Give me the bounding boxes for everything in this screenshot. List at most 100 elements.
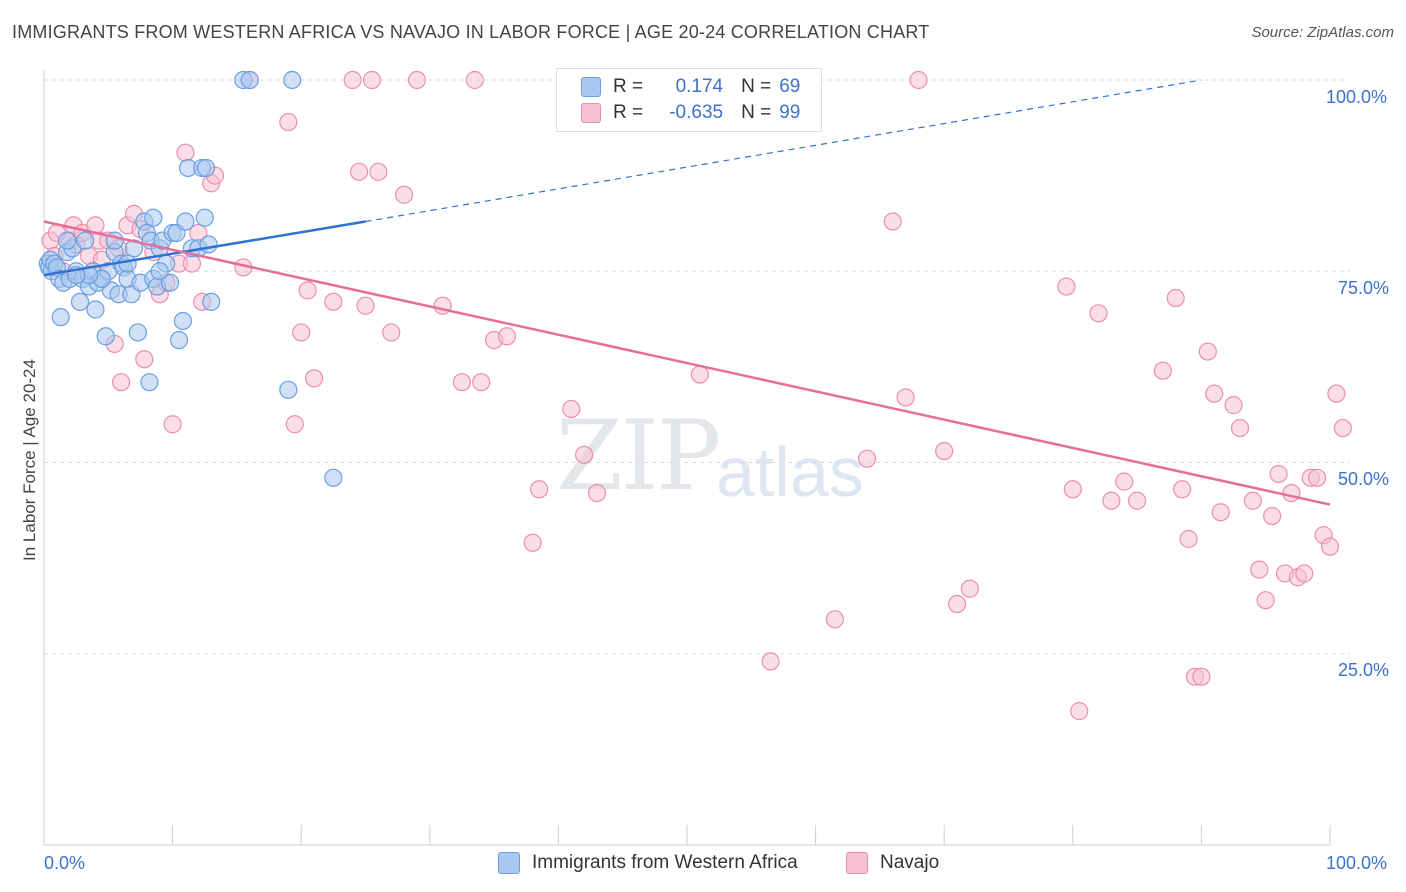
legend-swatch-pink [581, 103, 601, 123]
pink-point [1230, 418, 1250, 438]
pink-point [1256, 591, 1275, 610]
pink-point [135, 350, 154, 369]
x-tick-label-max: 100.0% [1326, 853, 1388, 873]
pink-point [1263, 506, 1282, 526]
pink-point [1250, 560, 1269, 579]
pink-point [1127, 491, 1147, 510]
blue-point [324, 468, 343, 487]
legend-item-navajo[interactable]: Navajo [846, 852, 939, 874]
pink-point [324, 292, 343, 311]
blue-trend-line-extrapolated [365, 79, 1202, 223]
blue-point [195, 208, 214, 227]
pink-point [1192, 667, 1211, 686]
pink-point [285, 415, 304, 434]
blue-point [279, 380, 298, 399]
source-credit: Source: ZipAtlas.com [1251, 24, 1394, 41]
blue-point [169, 331, 189, 350]
legend-label-immigrants: Immigrants from Western Africa [532, 852, 798, 873]
pink-point [1282, 484, 1301, 503]
pink-point [1333, 418, 1352, 438]
legend-row-pink: R = -0.635 N = 99 [581, 100, 800, 126]
legend-r-value: -0.635 [669, 102, 724, 123]
pink-point [1063, 480, 1082, 499]
chart-title: IMMIGRANTS FROM WESTERN AFRICA VS NAVAJO… [12, 22, 930, 42]
legend-n-label: N = [741, 76, 772, 97]
pink-point [349, 162, 369, 181]
pink-point [530, 480, 549, 499]
pink-point [1089, 304, 1108, 323]
blue-point [70, 292, 90, 311]
watermark-atlas: atlas [716, 433, 864, 511]
blue-point [150, 262, 169, 281]
pink-point [343, 70, 362, 90]
legend-label-navajo: Navajo [880, 852, 940, 873]
blue-trend-line [43, 220, 366, 277]
pink-point [362, 70, 382, 90]
y-tick-label-25: 25.0% [1338, 660, 1390, 680]
pink-point [825, 610, 844, 629]
legend-swatch-pink [846, 852, 868, 874]
blue-point [86, 300, 105, 319]
legend-row-blue: R = 0.174 N = 69 [581, 74, 800, 100]
blue-point [144, 208, 163, 227]
legend-swatch-blue [498, 852, 520, 874]
pink-point [947, 594, 967, 614]
legend-item-immigrants[interactable]: Immigrants from Western Africa [498, 852, 798, 874]
blue-point [96, 327, 115, 346]
pink-point [883, 212, 902, 231]
pink-point [465, 70, 484, 90]
pink-point [575, 445, 594, 464]
pink-point [369, 162, 388, 181]
y-tick-label-100: 100.0% [1326, 87, 1388, 107]
pink-point [1224, 396, 1243, 415]
pink-point [1057, 277, 1076, 296]
pink-point [1211, 503, 1230, 522]
legend-r-label: R = [613, 102, 644, 123]
pink-point [1153, 361, 1172, 380]
pink-point [298, 281, 317, 300]
pink-point [690, 365, 709, 384]
blue-point [176, 212, 195, 231]
y-tick-label-75: 75.0% [1338, 278, 1390, 298]
pink-point [1295, 564, 1314, 583]
pink-point [182, 254, 201, 273]
pink-point [1070, 702, 1089, 721]
blue-point [199, 235, 218, 254]
pink-point [1166, 288, 1185, 308]
blue-point [160, 273, 180, 292]
blue-point [118, 254, 137, 273]
pink-point [497, 327, 517, 346]
y-tick-label-50: 50.0% [1338, 469, 1390, 489]
pink-point [1308, 468, 1327, 487]
pink-point [382, 323, 401, 342]
pink-point [356, 296, 375, 315]
legend-n-value: 99 [779, 102, 801, 123]
pink-point [1198, 342, 1217, 361]
blue-point [202, 292, 221, 311]
blue-point [173, 311, 192, 331]
pink-point [935, 441, 954, 461]
stats-legend: R = 0.174 N = 69 R = -0.635 N = 99 [556, 68, 822, 132]
blue-point [283, 70, 302, 90]
pink-point [562, 399, 581, 419]
pink-point [960, 579, 980, 598]
pink-point [279, 112, 298, 132]
pink-point [1320, 537, 1340, 556]
pink-point [1205, 384, 1224, 403]
pink-point [1173, 480, 1192, 499]
pink-point [452, 373, 472, 392]
pink-point [1102, 491, 1121, 510]
legend-r-label: R = [613, 76, 644, 97]
pink-point [587, 484, 607, 503]
pink-point [896, 388, 915, 407]
blue-point [58, 231, 77, 250]
blue-point [196, 158, 216, 178]
pink-trend-line [43, 220, 1331, 506]
legend-n-label: N = [741, 102, 772, 123]
blue-point [76, 231, 95, 250]
legend-r-value: 0.174 [675, 76, 724, 97]
pink-point [909, 70, 928, 90]
legend-n-value: 69 [779, 76, 801, 97]
pink-point [761, 652, 780, 671]
